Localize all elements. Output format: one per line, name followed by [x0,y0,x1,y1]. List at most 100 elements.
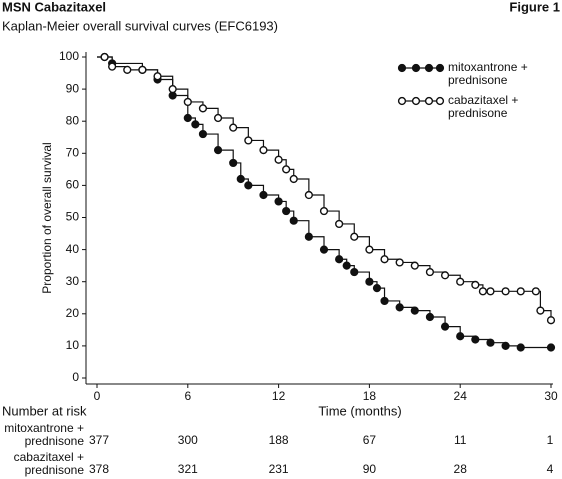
censor-marker [289,216,298,225]
censor-marker [319,206,329,216]
censor-marker [536,306,545,315]
risk-value: 4 [547,462,554,476]
y-tick-label: 90 [66,81,80,95]
censor-marker [244,181,253,190]
censor-marker [213,145,223,155]
censor-marker [108,62,117,71]
y-tick-label: 80 [66,113,80,127]
censor-marker [516,343,525,352]
risk-value: 67 [363,433,377,447]
censor-marker [198,104,208,113]
censor-marker [395,303,404,312]
risk-value: 377 [89,433,109,447]
censor-marker [304,190,313,200]
x-tick-label: 30 [544,389,558,403]
censor-marker [282,206,291,216]
censor-marker [456,277,465,286]
censor-marker [350,267,359,277]
risk-value: 11 [454,433,467,447]
y-tick-label: 70 [66,145,80,159]
risk-value: 1 [547,433,554,447]
censor-marker [274,155,283,164]
censor-marker [319,245,329,254]
censor-marker [123,65,132,74]
censor-marker [365,277,374,286]
censor-marker [486,287,495,296]
legend-label: cabazitaxel + prednisone [448,93,519,120]
censor-marker [229,158,238,168]
censor-marker [183,113,192,123]
figure-label: Figure 1 [509,0,560,14]
censor-marker [395,258,404,267]
legend-marker [411,96,421,106]
censor-marker [546,343,556,352]
x-tick-label: 18 [363,389,377,403]
censor-marker [168,84,177,94]
x-tick-label: 24 [454,389,468,403]
censor-marker [274,197,283,206]
censor-marker [289,174,298,184]
y-tick-label: 40 [66,242,80,256]
censor-marker [546,316,556,325]
censor-marker [425,267,435,277]
risk-value: 378 [89,462,109,476]
censor-marker [183,97,192,107]
censor-marker [486,338,495,347]
censor-marker [335,255,344,264]
x-tick-label: 0 [94,389,101,403]
censor-marker [456,332,465,341]
censor-marker [410,306,419,315]
y-tick-label: 100 [59,49,79,63]
censor-marker [335,219,344,229]
censor-marker [440,271,450,280]
censor-marker [380,296,389,306]
y-axis-label: Proportion of overall survival [40,142,54,293]
x-axis-label: Time (months) [318,403,401,418]
risk-row-label: cabazitaxel + prednisone [13,450,84,477]
censor-marker [365,245,374,254]
censor-marker [213,113,223,123]
risk-value: 321 [178,462,198,476]
risk-value: 188 [269,433,289,447]
censor-marker [259,145,268,155]
censor-marker [531,287,540,296]
censor-marker [471,280,480,290]
x-tick-label: 6 [184,389,191,403]
risk-value: 28 [454,462,468,476]
legend-label: mitoxantrone + prednisone [448,60,528,87]
y-tick-label: 30 [66,274,80,288]
censor-marker [304,232,313,241]
legend-marker [411,63,421,73]
censor-marker [153,72,162,81]
legend-marker [435,63,445,73]
censor-marker [516,287,525,296]
censor-marker [501,341,510,350]
censor-marker [259,190,268,200]
y-tick-label: 20 [66,306,80,320]
chart-title: MSN Cabazitaxel [2,0,106,14]
censor-marker [350,232,359,241]
risk-value: 300 [178,433,198,447]
risk-table-title: Number at risk [2,403,87,418]
censor-marker [229,123,238,132]
censor-marker [410,261,419,270]
risk-value: 231 [269,462,289,476]
censor-marker [380,255,389,264]
y-tick-label: 10 [66,338,80,352]
censor-marker [282,165,291,174]
risk-row-label: mitoxantrone + prednisone [4,421,84,448]
legend-marker [424,63,434,73]
x-tick-label: 12 [272,389,286,403]
censor-marker [425,312,435,322]
censor-marker [478,287,488,296]
legend-marker [397,63,407,73]
censor-marker [501,287,510,296]
y-tick-label: 50 [66,210,80,224]
censor-marker [372,284,382,293]
censor-marker [100,52,109,62]
chart-subtitle: Kaplan-Meier overall survival curves (EF… [2,18,278,33]
censor-marker [471,335,480,344]
risk-value: 90 [363,462,377,476]
legend-marker [397,96,407,106]
